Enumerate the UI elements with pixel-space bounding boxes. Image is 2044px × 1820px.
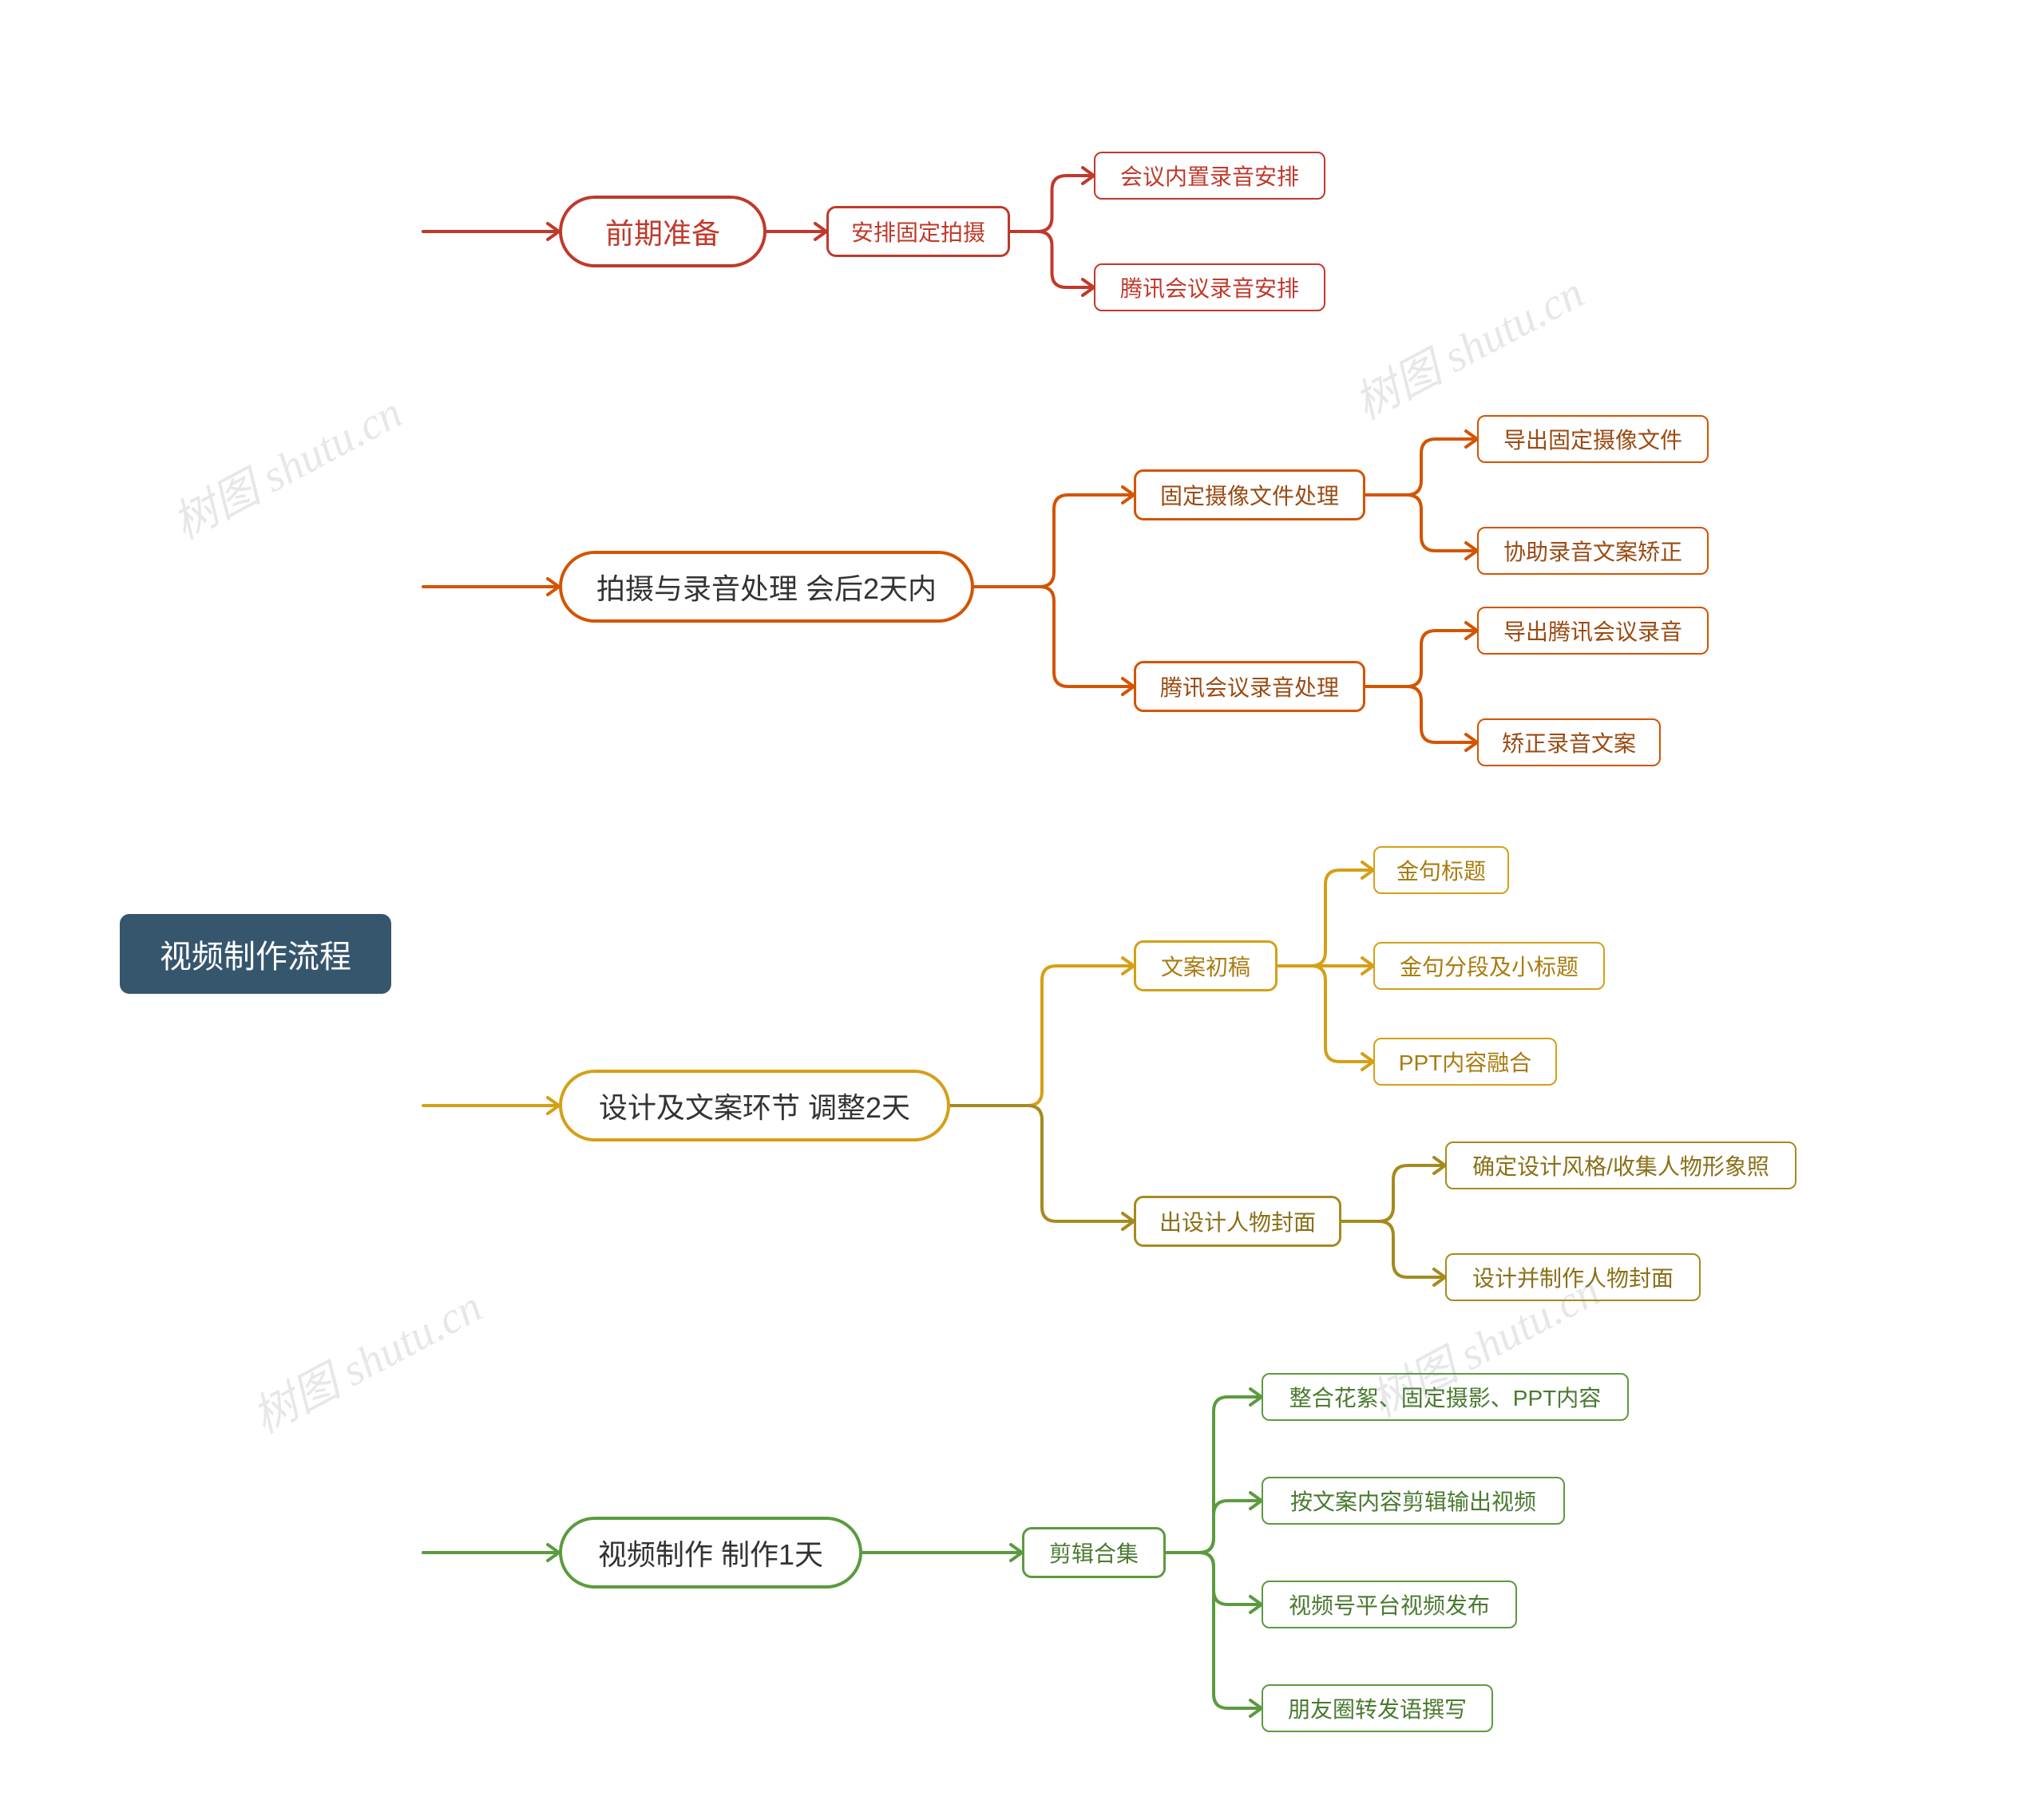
mindmap-canvas: 视频制作流程 前期准备 安排固定拍摄 会议内置录音安排腾讯会议录音安排拍摄与录音处理 …: [0, 0, 2044, 1820]
level2-node: 安排固定拍摄: [826, 206, 1010, 257]
level1-node: 设计及文案环节 调整2天: [559, 1070, 950, 1141]
leaf-node: PPT内容融合: [1373, 1038, 1557, 1086]
leaf-node: 金句分段及小标题: [1373, 942, 1605, 990]
watermark: 树图 shutu.cn: [240, 1271, 491, 1446]
leaf-node: 确定设计风格/收集人物形象照: [1445, 1141, 1796, 1189]
leaf-node: 矫正录音文案: [1477, 718, 1661, 766]
root-node: 视频制作流程: [120, 914, 391, 994]
level2-node: 腾讯会议录音处理: [1134, 661, 1365, 712]
watermark: 树图 shutu.cn: [1341, 257, 1593, 432]
leaf-node: 导出腾讯会议录音: [1477, 607, 1709, 655]
level1-node: 视频制作 制作1天: [559, 1517, 862, 1589]
level2-node: 剪辑合集: [1022, 1527, 1166, 1578]
level1-node: 拍摄与录音处理 会后2天内: [559, 551, 974, 623]
leaf-node: 按文案内容剪辑输出视频: [1262, 1477, 1565, 1525]
leaf-node: 朋友圈转发语撰写: [1262, 1684, 1493, 1732]
leaf-node: 导出固定摄像文件: [1477, 415, 1709, 463]
watermark: 树图 shutu.cn: [160, 377, 411, 552]
level2-node: 文案初稿: [1134, 940, 1278, 991]
level2-node: 固定摄像文件处理: [1134, 469, 1365, 520]
leaf-node: 设计并制作人物封面: [1445, 1253, 1701, 1301]
leaf-node: 腾讯会议录音安排: [1094, 263, 1325, 311]
level1-node: 前期准备: [559, 196, 766, 267]
leaf-node: 会议内置录音安排: [1094, 152, 1325, 200]
leaf-node: 视频号平台视频发布: [1262, 1581, 1517, 1628]
leaf-node: 协助录音文案矫正: [1477, 527, 1709, 575]
level2-node: 出设计人物封面: [1134, 1196, 1341, 1247]
leaf-node: 整合花絮、固定摄影、PPT内容: [1262, 1373, 1629, 1421]
leaf-node: 金句标题: [1373, 846, 1509, 894]
